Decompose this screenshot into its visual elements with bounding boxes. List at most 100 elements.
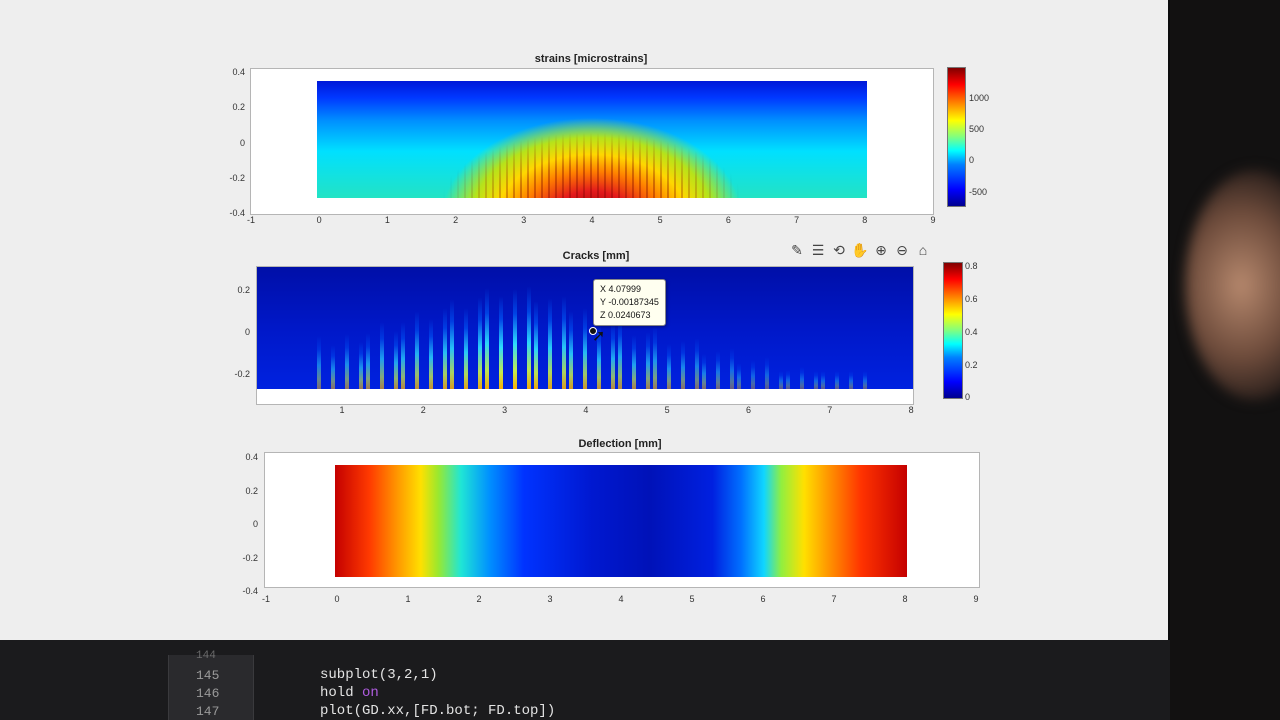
code-line[interactable]: hold on: [320, 685, 379, 701]
colorbar-tick-label: 0.8: [965, 261, 978, 271]
code-line[interactable]: subplot(3,2,1): [320, 667, 438, 683]
crack-streak: [737, 363, 741, 389]
rotate-icon[interactable]: ⟲: [833, 242, 845, 258]
crack-streak: [821, 371, 825, 389]
x-tick-label: 3: [502, 405, 508, 415]
keyword-token: on: [362, 685, 379, 701]
crack-streak: [814, 371, 818, 389]
datatip-y: Y -0.00187345: [600, 297, 659, 307]
crack-streak: [345, 333, 349, 389]
brush-icon[interactable]: ✎: [791, 242, 803, 258]
y-tick-label: 0.2: [245, 485, 258, 496]
crack-streak: [485, 287, 489, 389]
colorbar-tick-label: 500: [969, 124, 985, 134]
crack-streak: [695, 338, 699, 389]
crack-streak: [667, 344, 671, 389]
crack-streak: [611, 322, 615, 389]
x-tick-label: 2: [420, 405, 426, 415]
x-tick-label: 6: [745, 405, 752, 415]
crack-streak: [513, 288, 517, 389]
y-tick-label: -0.4: [242, 586, 258, 596]
crack-streak: [450, 299, 454, 389]
strains-axes[interactable]: [250, 68, 934, 215]
crack-streak: [569, 310, 573, 389]
strains-hotspot: [317, 116, 867, 198]
zoom-out-icon[interactable]: ⊖: [896, 242, 908, 258]
y-tick-label: -0.2: [242, 552, 258, 563]
crack-streak: [331, 344, 335, 389]
y-tick-label: 0.2: [237, 285, 250, 295]
axes-toolbar: ✎ ☰ ⟲ ✋ ⊕ ⊖ ⌂: [788, 241, 932, 259]
zoom-in-icon[interactable]: ⊕: [875, 242, 887, 258]
datatip-marker[interactable]: [589, 327, 597, 335]
x-tick-label: 1: [405, 594, 411, 604]
x-tick-label: 4: [589, 215, 595, 225]
crack-streak: [583, 307, 587, 389]
x-tick-label: 0: [316, 215, 322, 225]
crack-streak: [632, 334, 636, 389]
x-tick-label: 7: [794, 215, 800, 225]
x-tick-label: 6: [760, 594, 766, 604]
code-line[interactable]: plot(GD.xx,[FD.bot; FD.top]): [320, 703, 556, 719]
x-tick-label: 8: [908, 405, 914, 415]
colorbar-tick-label: 0: [969, 155, 975, 165]
x-tick-label: 7: [827, 405, 833, 415]
x-tick-label: 5: [689, 594, 695, 604]
crack-streak: [716, 350, 720, 389]
crack-streak: [359, 342, 363, 389]
y-tick-label: 0: [252, 519, 258, 529]
line-number: 147: [196, 704, 220, 719]
crack-streak: [779, 371, 783, 389]
x-tick-label: 3: [521, 215, 527, 225]
crack-streak: [562, 295, 566, 389]
x-tick-label: 3: [547, 594, 553, 604]
crack-streak: [499, 296, 503, 389]
x-tick-label: 9: [930, 215, 936, 225]
colorbar-tick-label: 0.2: [965, 360, 978, 370]
datatip-z: Z 0.0240673: [600, 310, 651, 320]
legend-icon[interactable]: ☰: [811, 242, 825, 258]
line-number: 146: [196, 686, 220, 701]
crack-streak: [835, 371, 839, 389]
datatip-x: X 4.07999: [600, 284, 642, 294]
y-tick-label: 0.4: [245, 452, 258, 462]
x-tick-label: 1: [339, 405, 345, 415]
crack-streak: [317, 336, 321, 389]
crack-streak: [646, 331, 650, 389]
x-tick-label: 4: [583, 405, 589, 415]
x-tick-label: 9: [973, 594, 979, 604]
crack-streak: [366, 333, 370, 389]
x-tick-label: 2: [476, 594, 482, 604]
line-number: 145: [196, 668, 220, 683]
crack-streak: [534, 301, 538, 389]
deflection-axes[interactable]: [264, 452, 980, 588]
y-tick-label: 0.4: [232, 67, 245, 77]
x-tick-label: 2: [453, 215, 459, 225]
crack-streak: [478, 296, 482, 389]
crack-streak: [751, 360, 755, 389]
data-tip[interactable]: X 4.07999 Y -0.00187345 Z 0.0240673: [593, 279, 666, 326]
crack-streak: [863, 371, 867, 389]
cracks-colorbar[interactable]: [943, 262, 963, 399]
x-tick-label: 8: [862, 215, 868, 225]
crack-streak: [597, 325, 601, 389]
colorbar-tick-label: -500: [969, 187, 988, 197]
crack-streak: [401, 321, 405, 389]
y-tick-label: 0: [239, 137, 245, 148]
y-tick-label: 0: [244, 327, 250, 337]
pan-icon[interactable]: ✋: [851, 242, 869, 258]
crack-streak: [849, 371, 853, 389]
home-icon[interactable]: ⌂: [918, 242, 928, 258]
x-tick-label: 0: [334, 594, 340, 604]
strains-plot-title: strains [microstrains]: [534, 53, 648, 65]
code-token: hold: [320, 685, 363, 701]
strains-colorbar[interactable]: [947, 67, 966, 207]
x-tick-label: -1: [261, 594, 271, 604]
crack-streak: [618, 317, 622, 389]
colorbar-tick-label: 0.4: [965, 327, 978, 337]
cracks-axes[interactable]: [256, 266, 914, 405]
x-tick-label: 5: [657, 215, 663, 225]
crack-streak: [653, 326, 657, 389]
crack-streak: [415, 310, 419, 389]
